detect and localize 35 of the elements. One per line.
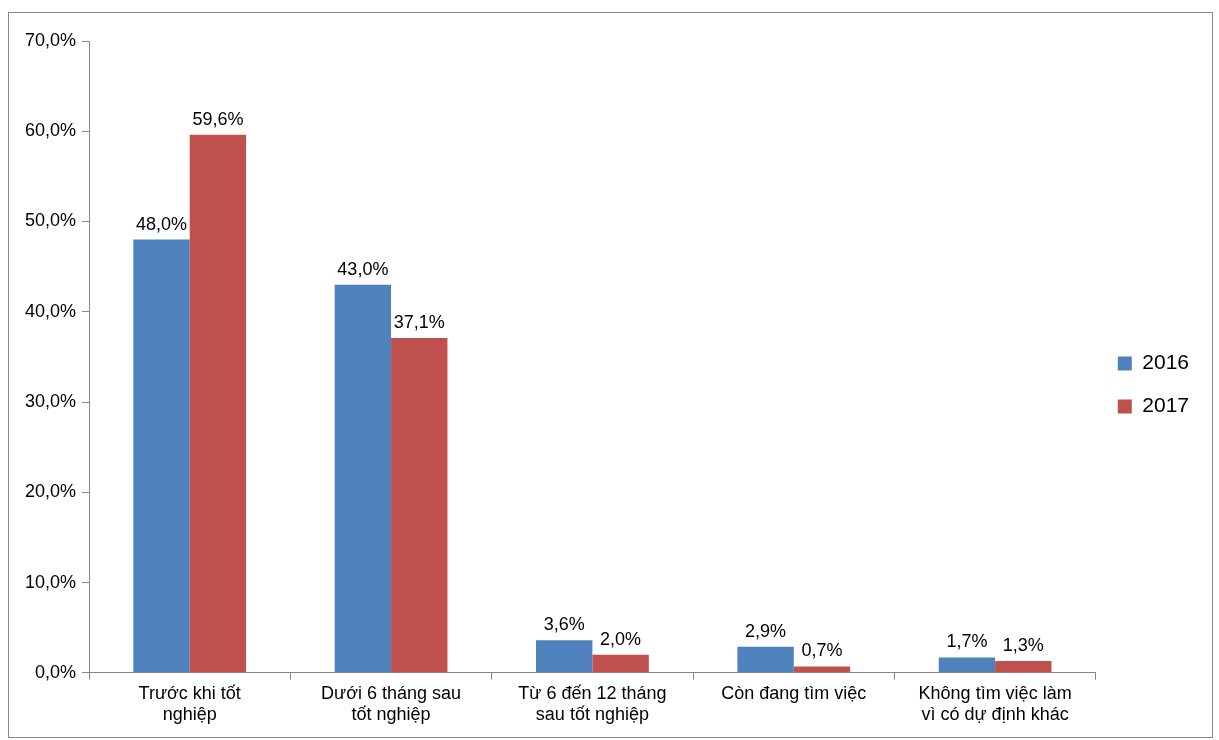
legend-label: 2016 xyxy=(1142,350,1189,374)
data-label: 43,0% xyxy=(337,258,389,279)
bar xyxy=(995,661,1052,673)
bar xyxy=(391,337,448,673)
data-label: 59,6% xyxy=(192,108,244,129)
bar xyxy=(133,239,190,673)
x-tick-label: Dưới 6 tháng sau tốt nghiệp xyxy=(321,682,462,725)
data-label: 2,0% xyxy=(600,628,642,649)
data-label: 3,6% xyxy=(543,614,585,635)
data-label: 37,1% xyxy=(393,311,445,332)
data-label: 1,7% xyxy=(946,631,988,652)
y-tick-label: 60,0% xyxy=(24,120,77,141)
y-tick-label: 20,0% xyxy=(24,481,77,502)
bar xyxy=(938,657,996,673)
x-tick-label: Còn đang tìm việc xyxy=(721,682,867,703)
legend-label: 2017 xyxy=(1142,393,1189,417)
x-tick-label: Từ 6 đến 12 tháng sau tốt nghiệp xyxy=(518,682,667,725)
bar xyxy=(592,654,649,673)
data-label: 1,3% xyxy=(1002,635,1044,656)
data-label: 2,9% xyxy=(745,620,787,641)
y-tick-label: 50,0% xyxy=(24,210,77,231)
bar xyxy=(737,646,794,673)
data-label: 48,0% xyxy=(136,213,188,234)
bar xyxy=(536,640,593,673)
y-tick-label: 0,0% xyxy=(35,661,77,682)
x-tick-label: Không tìm việc làm vì có dự định khác xyxy=(918,682,1072,725)
data-label: 0,7% xyxy=(801,640,843,661)
bar xyxy=(793,666,851,673)
y-tick-label: 10,0% xyxy=(24,571,77,592)
x-tick-label: Trước khi tốt nghiệp xyxy=(138,682,241,725)
y-tick-label: 70,0% xyxy=(24,29,77,50)
bar xyxy=(334,284,392,673)
y-tick-label: 40,0% xyxy=(24,300,77,321)
y-tick-label: 30,0% xyxy=(24,391,77,411)
bar xyxy=(189,134,247,673)
